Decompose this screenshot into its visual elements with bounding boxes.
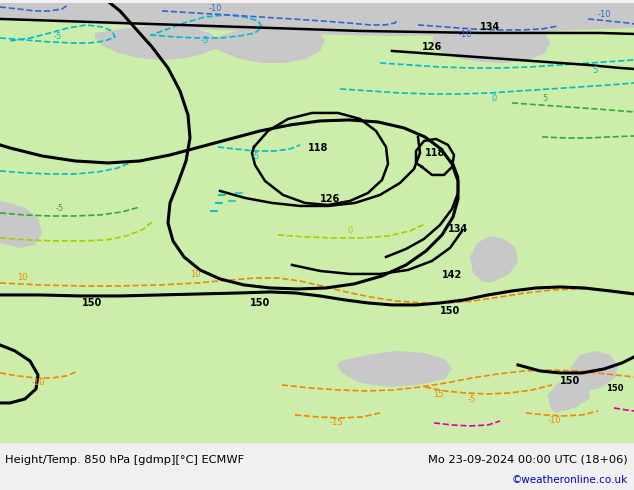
Polygon shape xyxy=(0,143,42,248)
Text: 150: 150 xyxy=(560,376,580,386)
Polygon shape xyxy=(470,236,518,283)
Text: -5: -5 xyxy=(54,32,62,42)
Text: 142: 142 xyxy=(442,270,462,280)
Text: -10: -10 xyxy=(31,378,45,388)
Text: 126: 126 xyxy=(422,42,442,52)
Text: 118: 118 xyxy=(308,143,328,153)
Polygon shape xyxy=(548,379,590,413)
Text: 0: 0 xyxy=(347,226,353,236)
Text: Mo 23-09-2024 00:00 UTC (18+06): Mo 23-09-2024 00:00 UTC (18+06) xyxy=(429,455,628,465)
Text: -5: -5 xyxy=(252,152,260,161)
Text: -5: -5 xyxy=(56,204,64,214)
Text: 0: 0 xyxy=(491,95,496,103)
Text: 10: 10 xyxy=(190,270,200,279)
Text: -10: -10 xyxy=(208,4,222,13)
Text: -10: -10 xyxy=(597,10,611,20)
Text: -10: -10 xyxy=(547,416,560,425)
Text: -15: -15 xyxy=(329,418,343,427)
Text: 118: 118 xyxy=(425,148,445,158)
Polygon shape xyxy=(337,351,452,387)
Text: -5: -5 xyxy=(201,36,209,46)
Polygon shape xyxy=(0,3,634,443)
Text: 126: 126 xyxy=(320,194,340,204)
Text: 150: 150 xyxy=(606,385,624,393)
Polygon shape xyxy=(432,21,550,63)
Text: -10: -10 xyxy=(458,30,472,40)
Polygon shape xyxy=(95,25,220,60)
Text: Height/Temp. 850 hPa [gdmp][°C] ECMWF: Height/Temp. 850 hPa [gdmp][°C] ECMWF xyxy=(5,455,244,465)
Text: 5: 5 xyxy=(542,95,548,103)
Text: 134: 134 xyxy=(448,224,468,234)
Text: 15: 15 xyxy=(433,391,443,399)
Text: -5: -5 xyxy=(468,395,476,404)
Text: 10: 10 xyxy=(16,273,27,282)
Text: ©weatheronline.co.uk: ©weatheronline.co.uk xyxy=(512,475,628,485)
Text: 150: 150 xyxy=(440,306,460,316)
Text: 150: 150 xyxy=(250,298,270,308)
Text: 5: 5 xyxy=(592,67,598,75)
Polygon shape xyxy=(570,351,618,393)
Text: 150: 150 xyxy=(82,298,102,308)
Polygon shape xyxy=(200,23,325,63)
Text: 134: 134 xyxy=(480,22,500,32)
Polygon shape xyxy=(0,3,634,36)
